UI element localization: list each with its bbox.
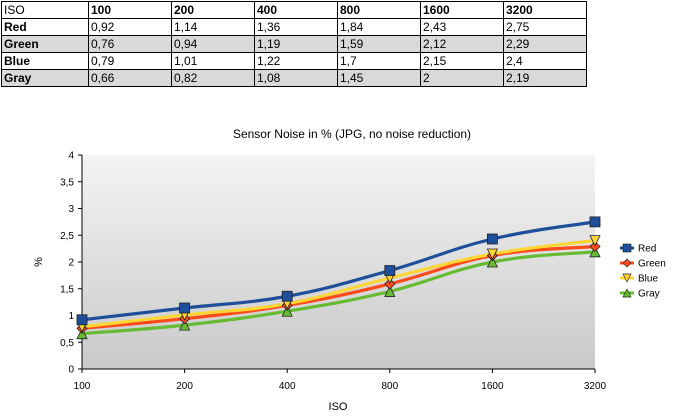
table-row: Green 0,76 0,94 1,19 1,59 2,12 2,29	[1, 35, 587, 53]
table-row: Red 0,92 1,14 1,36 1,84 2,43 2,75	[1, 18, 587, 36]
table-row-header: Gray	[1, 69, 89, 87]
table-cell: 1,19	[254, 35, 338, 53]
x-axis-label: ISO	[329, 401, 348, 413]
chart-title: Sensor Noise in % (JPG, no noise reducti…	[233, 127, 471, 141]
data-point-red	[76, 314, 88, 326]
y-tick-label: 1,5	[60, 284, 74, 295]
data-point-gray	[281, 305, 293, 317]
data-point-blue	[589, 235, 601, 247]
plot-area	[82, 155, 595, 369]
data-point-blue	[486, 248, 499, 260]
data-point-red	[589, 216, 601, 228]
table-header-cell: 800	[337, 1, 421, 19]
table-cell: 1,45	[337, 69, 421, 87]
table-cell: 2,29	[503, 35, 587, 53]
x-tick-label: 3200	[584, 381, 607, 392]
x-tick-label: 1600	[481, 381, 504, 392]
y-tick-label: 3,5	[60, 177, 74, 188]
table-cell: 1,59	[337, 35, 421, 53]
series-line-gray	[80, 250, 597, 336]
x-tick-label: 200	[176, 381, 193, 392]
legend-label-blue: Blue	[638, 274, 658, 285]
y-tick-label: 4	[68, 151, 74, 162]
data-point-red	[486, 233, 498, 245]
table-row: Gray 0,66 0,82 1,08 1,45 2 2,19	[1, 69, 587, 87]
table-cell: 2,12	[420, 35, 504, 53]
table-cell: 2	[420, 69, 504, 87]
table-cell: 0,82	[171, 69, 255, 87]
legend-marker-green	[622, 258, 632, 268]
table-row-header: Blue	[1, 52, 89, 70]
data-point-gray	[486, 256, 499, 268]
data-point-gray	[178, 319, 191, 331]
y-tick-label: 2,5	[60, 231, 74, 242]
legend-label-red: Red	[638, 244, 656, 255]
y-tick-label: 0	[68, 365, 74, 376]
table-cell: 0,94	[171, 35, 255, 53]
table-cell: 0,66	[88, 69, 172, 87]
data-point-red	[281, 290, 293, 302]
legend: Red Green Blue Gray	[620, 244, 666, 300]
series-line-blue	[80, 239, 597, 329]
x-tick-label: 400	[279, 381, 296, 392]
table-cell: 1,22	[254, 52, 338, 70]
legend-label-gray: Gray	[638, 289, 660, 300]
x-tick-label: 800	[381, 381, 398, 392]
data-point-gray	[384, 285, 396, 297]
y-tick-label: 3	[68, 204, 74, 215]
x-tick-label: 100	[74, 381, 91, 392]
y-axis-label: %	[33, 257, 45, 267]
data-point-red	[179, 302, 191, 314]
data-table: ISO 100 200 400 800 1600 3200 Red 0,92 1,14 1,36 1,…	[1, 1, 587, 87]
series-line-green	[80, 244, 597, 330]
table-cell: 1,08	[254, 69, 338, 87]
table-cell: 2,19	[503, 69, 587, 87]
table-cell: 2,75	[503, 18, 587, 36]
legend-label-green: Green	[638, 259, 666, 270]
legend-marker-red	[622, 243, 632, 253]
legend-marker-gray	[622, 288, 632, 298]
y-tick-label: 2	[68, 258, 74, 269]
series-line-red	[80, 220, 597, 322]
legend-marker-blue	[622, 273, 632, 283]
table-row-header: Green	[1, 35, 89, 53]
y-tick-label: 1	[68, 311, 74, 322]
data-point-red	[384, 265, 396, 276]
y-tick-label: 0,5	[60, 338, 74, 349]
table-cell: 2,43	[420, 18, 504, 36]
table-cell: 0,76	[88, 35, 172, 53]
